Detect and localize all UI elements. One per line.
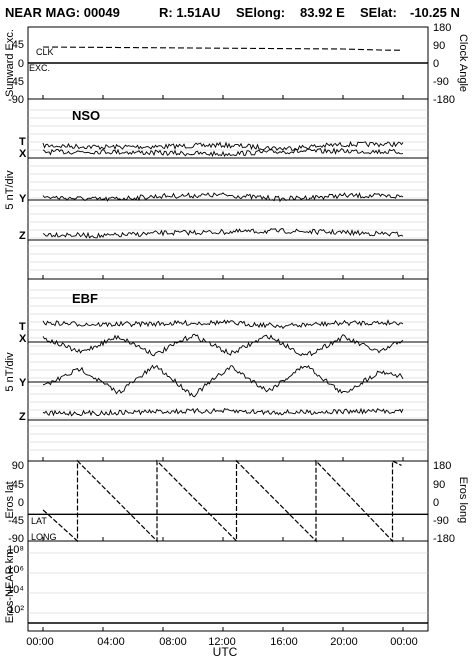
x-tick-label-6: 00:00 [390,636,418,648]
ebf-label-y: Y [19,377,27,389]
p4-left-tick-90: 90 [12,460,24,472]
p1-left-tick-neg90: -90 [8,94,24,106]
data-traces [28,46,428,624]
p5-tick-1e6: 10⁶ [7,564,24,576]
x-axis-ticks [42,95,404,631]
p1-right-tick-180: 180 [433,22,451,34]
x-tick-label-4: 16:00 [270,636,298,648]
grid-lines [28,109,428,614]
p5-tick-1e8: 10⁸ [7,544,24,556]
title-selong-label: SElong: [236,5,285,20]
ebf-label-t: T [19,321,26,333]
nso-trace-z [42,228,404,239]
ebf-tag: EBF [72,291,98,306]
label-lat: LAT [31,516,47,526]
ebf-trace-y [42,364,404,398]
nso-trace-y [42,192,404,203]
ylabel-eros-long: Eros long [457,477,469,523]
x-tick-label-0: 00:00 [26,636,54,648]
p1-left-tick-neg45: -45 [8,76,24,88]
p4-right-tick-neg180: -180 [433,533,455,545]
nso-tag: NSO [72,108,100,123]
label-long: LONG [31,532,57,542]
p4-right-tick-0: 0 [433,497,439,509]
ebf-label-z: Z [19,411,26,423]
p1-right-tick-0: 0 [433,58,439,70]
p1-left-tick-0: 0 [18,58,24,70]
p4-right-tick-neg90: -90 [433,515,449,527]
x-tick-label-3: 12:00 [208,636,236,648]
title-selong-value: 83.92 E [300,5,345,20]
p4-left-tick-0: 0 [18,497,24,509]
p1-right-tick-90: 90 [433,40,445,52]
nso-trace-x [42,147,404,158]
ebf-trace-z [42,407,404,417]
p1-right-tick-neg90: -90 [433,76,449,88]
p4-left-tick-45: 45 [12,479,24,491]
nso-label-t: T [19,136,26,148]
x-tick-label-5: 20:00 [330,636,358,648]
ylabel-clock-angle: Clock Angle [457,34,469,92]
label-clk: CLK [36,47,54,57]
panel5-frame [27,540,429,632]
label-exc: EXC. [29,63,50,73]
ylabel-eros-near-km: Eros-NEAR km [4,549,16,624]
panel4-frame [27,460,429,542]
p4-left-tick-neg90: -90 [8,533,24,545]
nso-label-x: X [19,148,27,160]
x-axis-title: UTC [213,645,238,656]
title-range: R: 1.51AU [159,5,220,20]
p5-tick-1e4: 10⁴ [7,584,24,596]
long-series-line [42,459,402,543]
p5-tick-1e2: 10² [8,604,24,616]
nso-trace-t [42,140,404,151]
title-selat-value: -10.25 N [410,5,460,20]
ylabel-sunward-exc: Sunward Exc. [4,29,16,97]
p4-right-tick-90: 90 [433,479,445,491]
ebf-trace-x [42,333,404,357]
baselines [28,157,428,421]
ebf-label-x: X [19,333,27,345]
p4-left-tick-neg45: -45 [8,515,24,527]
x-tick-label-1: 04:00 [97,636,125,648]
title-mission: NEAR MAG: 00049 [5,5,120,20]
p4-right-tick-180: 180 [433,460,451,472]
ylabel-eros-lat: Eros lat [4,481,16,518]
nso-label-z: Z [19,230,26,242]
p1-left-tick-45: 45 [12,39,24,51]
x-tick-label-2: 08:00 [159,636,187,648]
title-selat-label: SElat: [360,5,397,20]
ebf-trace-t [42,319,404,330]
ylabel-nso-ntdiv: 5 nT/div [4,170,16,210]
clk-series-line [42,46,403,51]
p1-right-tick-neg180: -180 [433,94,455,106]
ylabel-ebf-ntdiv: 5 nT/div [4,352,16,392]
nso-label-y: Y [19,193,27,205]
